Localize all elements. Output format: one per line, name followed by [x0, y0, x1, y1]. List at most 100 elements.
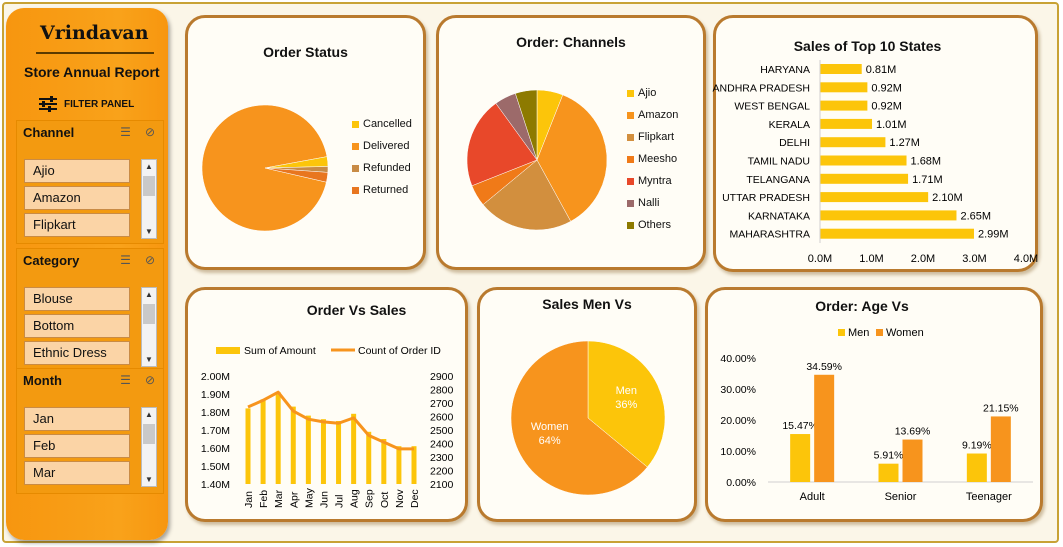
multi-select-icon[interactable]: ☰ — [120, 373, 131, 387]
legend-entry: Refunded — [352, 162, 411, 174]
bar — [245, 408, 251, 484]
slicer-item[interactable]: Flipkart — [24, 213, 130, 237]
tick-label: Dec — [409, 489, 421, 508]
clear-filter-icon[interactable]: ⊘ — [144, 253, 155, 267]
category-label: Senior — [885, 491, 917, 503]
legend-swatch — [876, 329, 883, 336]
slicer-category: Category ☰ ⊘ Blouse Bottom Ethnic Dress … — [16, 248, 164, 372]
tick-label: 2500 — [430, 425, 454, 437]
legend-swatch — [352, 142, 359, 150]
category-label: HARYANA — [760, 64, 810, 76]
tick-label: 2.0M — [911, 253, 935, 265]
chart-title: Order Vs Sales — [306, 302, 407, 318]
bar — [305, 415, 311, 484]
bar — [990, 416, 1011, 482]
bar — [820, 192, 929, 203]
legend-label: Cancelled — [363, 118, 412, 130]
bar — [820, 155, 907, 166]
category-label: UTTAR PRADESH — [722, 192, 810, 204]
data-label: 1.01M — [876, 119, 907, 131]
category-label: Adult — [800, 491, 825, 503]
category-label: Teenager — [966, 491, 1012, 503]
legend-entry: Cancelled — [352, 118, 412, 130]
tick-label: 20.00% — [720, 415, 756, 427]
bar — [902, 439, 923, 482]
slicer-scrollbar[interactable]: ▲ ▼ — [141, 407, 157, 487]
bar — [878, 463, 899, 482]
pie-slice — [482, 159, 572, 231]
bar — [381, 439, 387, 484]
legend-entry: Meesho — [627, 153, 677, 165]
chart-title: Sales Men Vs — [542, 296, 632, 312]
slicer-item[interactable]: Amazon — [24, 186, 130, 210]
legend-label: Men — [848, 327, 869, 339]
slicer-item[interactable]: Jan — [24, 407, 130, 431]
legend-label: Refunded — [363, 162, 411, 174]
bar — [820, 82, 868, 93]
legend-swatch — [627, 221, 634, 229]
slicer-item[interactable]: Ethnic Dress — [24, 341, 130, 365]
category-label: TELANGANA — [746, 174, 810, 186]
legend-swatch — [627, 155, 634, 163]
clear-filter-icon[interactable]: ⊘ — [144, 125, 155, 139]
tick-label: 0.00% — [726, 477, 756, 489]
category-label: ANDHRA PRADESH — [713, 82, 810, 94]
data-label: 5.91% — [874, 450, 904, 462]
slicer-title: Category — [23, 253, 80, 268]
legend-label: Count of Order ID — [358, 345, 441, 357]
data-label: 34.59% — [806, 361, 842, 373]
pie-slice — [587, 340, 666, 468]
legend-label: Sum of Amount — [244, 345, 316, 357]
bar — [320, 419, 326, 484]
bar — [336, 421, 342, 484]
tick-label: 1.80M — [201, 407, 230, 419]
tick-label: 3.0M — [962, 253, 986, 265]
filter-panel-label: FILTER PANEL — [64, 98, 135, 110]
slicer-scrollbar[interactable]: ▲ ▼ — [141, 159, 157, 239]
legend-entry: Returned — [352, 184, 408, 196]
data-label: 0.92M — [871, 82, 902, 94]
pie-slice — [466, 103, 538, 187]
card-top-states: Sales of Top 10 States HARYANA 0.81M ANDHR… — [713, 15, 1038, 272]
brand-title: Vrindavan — [40, 22, 149, 44]
tick-label: Mar — [273, 489, 285, 508]
data-label: 0.92M — [871, 101, 902, 113]
category-label: KERALA — [769, 119, 810, 131]
tick-label: 10.00% — [720, 446, 756, 458]
bar — [814, 374, 835, 482]
tick-label: 2200 — [430, 466, 454, 478]
data-label: 2.10M — [932, 192, 963, 204]
legend-swatch — [627, 89, 634, 97]
slicer-item[interactable]: Ajio — [24, 159, 130, 183]
multi-select-icon[interactable]: ☰ — [120, 253, 131, 267]
sales-men-vs-chart: Men 36% Women 64% — [510, 340, 666, 496]
bar — [966, 453, 987, 482]
clear-filter-icon[interactable]: ⊘ — [144, 373, 155, 387]
slicer-scrollbar[interactable]: ▲ ▼ — [141, 287, 157, 367]
tick-label: 2800 — [430, 385, 454, 397]
tick-label: 1.60M — [201, 443, 230, 455]
multi-select-icon[interactable]: ☰ — [120, 125, 131, 139]
bar — [260, 399, 266, 484]
slicer-item[interactable]: Blouse — [24, 287, 130, 311]
tick-label: Apr — [288, 491, 300, 508]
tick-label: Nov — [394, 489, 406, 508]
slice-value: 36% — [615, 399, 637, 411]
data-label: 13.69% — [895, 426, 931, 438]
tick-label: 30.00% — [720, 384, 756, 396]
data-label: 0.81M — [866, 64, 897, 76]
legend-swatch — [352, 186, 359, 194]
slicer-item[interactable]: Bottom — [24, 314, 130, 338]
legend-swatch — [216, 347, 240, 354]
tick-label: 2600 — [430, 412, 454, 424]
slicer-month: Month ☰ ⊘ Jan Feb Mar ▲ ▼ — [16, 368, 164, 494]
legend-entry: Ajio — [627, 87, 656, 99]
slicer-item[interactable]: Mar — [24, 461, 130, 485]
legend-label: Women — [886, 327, 924, 339]
data-label: 9.19% — [962, 440, 992, 452]
slicer-title: Month — [23, 373, 62, 388]
bar — [820, 173, 909, 184]
tick-label: Jun — [318, 491, 330, 508]
tick-label: 2.00M — [201, 371, 230, 383]
slicer-item[interactable]: Feb — [24, 434, 130, 458]
